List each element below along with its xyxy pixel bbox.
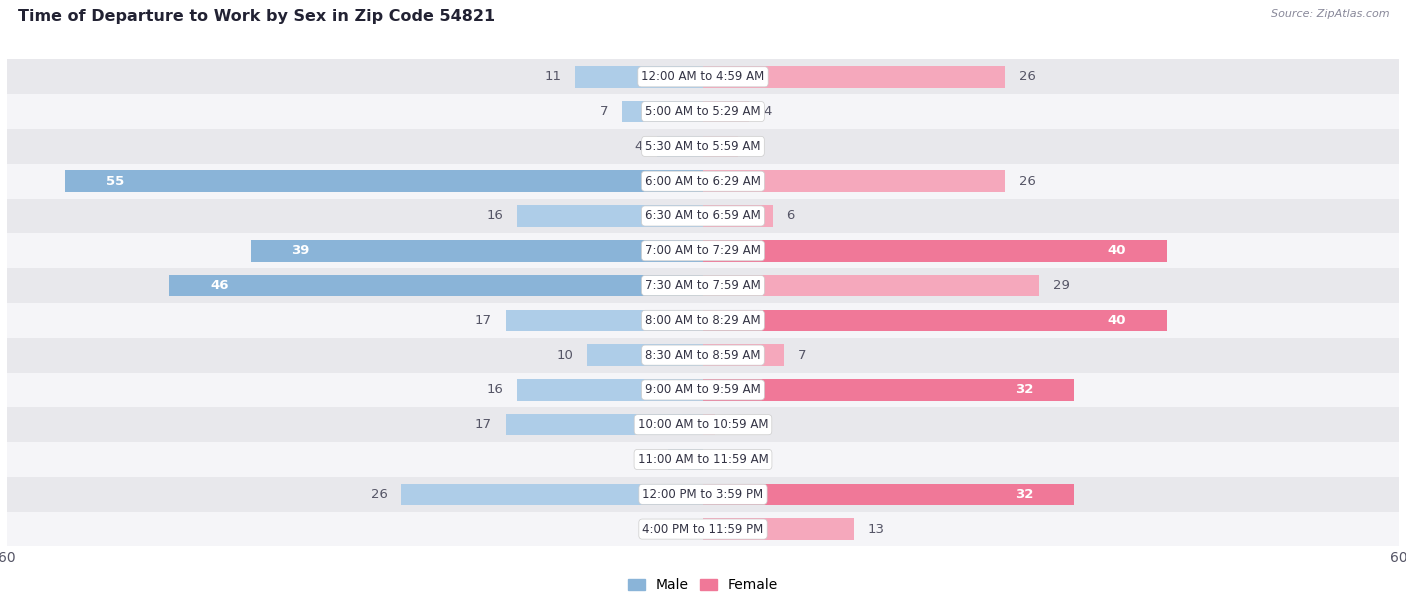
Text: 0: 0 bbox=[717, 453, 725, 466]
Bar bbox=[250, 240, 703, 261]
Bar bbox=[7, 372, 1399, 407]
Text: 8:00 AM to 8:29 AM: 8:00 AM to 8:29 AM bbox=[645, 314, 761, 327]
Text: 13: 13 bbox=[868, 523, 884, 536]
Bar bbox=[7, 129, 1399, 164]
Text: 6:30 AM to 6:59 AM: 6:30 AM to 6:59 AM bbox=[645, 210, 761, 223]
Bar bbox=[517, 205, 703, 227]
Text: 55: 55 bbox=[105, 175, 124, 188]
Bar bbox=[517, 379, 703, 401]
Legend: Male, Female: Male, Female bbox=[623, 573, 783, 594]
Bar bbox=[7, 94, 1399, 129]
Text: 4: 4 bbox=[634, 140, 643, 153]
Bar bbox=[703, 170, 1004, 192]
Text: 17: 17 bbox=[475, 314, 492, 327]
Text: 40: 40 bbox=[1108, 244, 1126, 257]
Bar bbox=[588, 345, 703, 366]
Text: 7: 7 bbox=[799, 349, 807, 362]
Bar bbox=[703, 414, 714, 435]
Text: 1: 1 bbox=[728, 418, 737, 431]
Text: 6: 6 bbox=[786, 210, 794, 223]
Bar bbox=[7, 442, 1399, 477]
Bar bbox=[703, 519, 853, 540]
Text: 12:00 AM to 4:59 AM: 12:00 AM to 4:59 AM bbox=[641, 70, 765, 83]
Bar bbox=[668, 448, 703, 470]
Text: 10: 10 bbox=[557, 349, 574, 362]
Bar bbox=[703, 240, 1167, 261]
Text: 6:00 AM to 6:29 AM: 6:00 AM to 6:29 AM bbox=[645, 175, 761, 188]
Text: 12:00 PM to 3:59 PM: 12:00 PM to 3:59 PM bbox=[643, 488, 763, 501]
Bar bbox=[402, 484, 703, 505]
Text: 39: 39 bbox=[291, 244, 309, 257]
Text: 4:00 PM to 11:59 PM: 4:00 PM to 11:59 PM bbox=[643, 523, 763, 536]
Text: 29: 29 bbox=[1053, 279, 1070, 292]
Bar bbox=[703, 66, 1004, 87]
Bar bbox=[621, 101, 703, 122]
Bar bbox=[506, 414, 703, 435]
Text: 17: 17 bbox=[475, 418, 492, 431]
Bar bbox=[703, 275, 1039, 296]
Text: 7:00 AM to 7:29 AM: 7:00 AM to 7:29 AM bbox=[645, 244, 761, 257]
Text: 7:30 AM to 7:59 AM: 7:30 AM to 7:59 AM bbox=[645, 279, 761, 292]
Text: 11: 11 bbox=[544, 70, 561, 83]
Bar bbox=[7, 198, 1399, 233]
Text: 5:30 AM to 5:59 AM: 5:30 AM to 5:59 AM bbox=[645, 140, 761, 153]
Text: 3: 3 bbox=[645, 453, 654, 466]
Text: 16: 16 bbox=[486, 210, 503, 223]
Bar bbox=[575, 66, 703, 87]
Bar bbox=[170, 275, 703, 296]
Bar bbox=[703, 345, 785, 366]
Text: 11:00 AM to 11:59 AM: 11:00 AM to 11:59 AM bbox=[638, 453, 768, 466]
Bar bbox=[703, 135, 738, 157]
Bar bbox=[7, 268, 1399, 303]
Bar bbox=[7, 59, 1399, 94]
Bar bbox=[703, 101, 749, 122]
Bar bbox=[65, 170, 703, 192]
Bar bbox=[506, 309, 703, 331]
Text: 40: 40 bbox=[1108, 314, 1126, 327]
Bar bbox=[703, 484, 1074, 505]
Text: 26: 26 bbox=[1018, 175, 1035, 188]
Text: 10:00 AM to 10:59 AM: 10:00 AM to 10:59 AM bbox=[638, 418, 768, 431]
Bar bbox=[7, 477, 1399, 511]
Text: Source: ZipAtlas.com: Source: ZipAtlas.com bbox=[1271, 9, 1389, 19]
Text: 3: 3 bbox=[752, 140, 761, 153]
Text: 26: 26 bbox=[371, 488, 388, 501]
Bar bbox=[7, 338, 1399, 372]
Bar bbox=[703, 379, 1074, 401]
Text: 32: 32 bbox=[1015, 383, 1033, 396]
Text: 46: 46 bbox=[209, 279, 229, 292]
Bar bbox=[703, 205, 773, 227]
Bar bbox=[7, 303, 1399, 338]
Text: 8:30 AM to 8:59 AM: 8:30 AM to 8:59 AM bbox=[645, 349, 761, 362]
Bar bbox=[7, 407, 1399, 442]
Text: 26: 26 bbox=[1018, 70, 1035, 83]
Text: 5:00 AM to 5:29 AM: 5:00 AM to 5:29 AM bbox=[645, 105, 761, 118]
Bar bbox=[7, 233, 1399, 268]
Bar bbox=[7, 164, 1399, 198]
Text: Time of Departure to Work by Sex in Zip Code 54821: Time of Departure to Work by Sex in Zip … bbox=[18, 9, 495, 24]
Bar bbox=[7, 511, 1399, 546]
Text: 32: 32 bbox=[1015, 488, 1033, 501]
Text: 4: 4 bbox=[763, 105, 772, 118]
Text: 7: 7 bbox=[599, 105, 607, 118]
Text: 9:00 AM to 9:59 AM: 9:00 AM to 9:59 AM bbox=[645, 383, 761, 396]
Bar bbox=[703, 309, 1167, 331]
Text: 16: 16 bbox=[486, 383, 503, 396]
Bar bbox=[657, 135, 703, 157]
Text: 0: 0 bbox=[681, 523, 689, 536]
